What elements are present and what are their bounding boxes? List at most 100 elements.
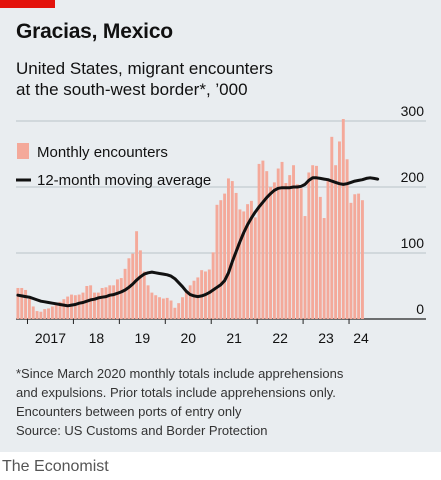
bar — [154, 295, 158, 319]
bar — [150, 292, 154, 319]
bar — [58, 301, 62, 319]
bar — [123, 268, 127, 319]
bar — [322, 218, 326, 319]
moving-average-line — [16, 176, 380, 308]
bar — [265, 171, 269, 319]
legend-label-average: 12-month moving average — [37, 172, 211, 189]
y-tick-label: 100 — [401, 235, 425, 251]
bar — [334, 165, 338, 319]
bar — [100, 287, 104, 319]
bar — [341, 119, 345, 319]
bar — [142, 271, 146, 319]
bar — [234, 192, 238, 319]
bar — [295, 184, 299, 319]
bar — [43, 309, 47, 319]
bar — [73, 295, 77, 319]
x-tick-label: 23 — [318, 330, 334, 346]
bar — [50, 306, 54, 319]
x-tick-label: 2017 — [35, 330, 66, 346]
bar — [158, 297, 162, 319]
bar — [115, 279, 119, 319]
brand-accent-bar — [0, 0, 55, 8]
chart-plot: 0 100 200 300 2017 18 19 20 21 22 23 24 Monthly enco… — [16, 105, 426, 346]
source-line: Source: US Customs and Border Protection — [16, 423, 268, 438]
bar — [215, 204, 219, 319]
bar — [169, 300, 173, 319]
bar — [31, 306, 35, 319]
bar — [257, 163, 261, 319]
bar — [249, 200, 253, 319]
bar — [288, 175, 292, 319]
brand-name: The Economist — [2, 458, 109, 475]
y-tick-label: 300 — [401, 105, 425, 119]
bar — [184, 291, 188, 319]
bar — [357, 193, 361, 319]
bar — [192, 280, 196, 319]
bar — [165, 297, 169, 319]
bar — [70, 294, 73, 319]
chart-card: Gracias, Mexico United States, migrant e… — [0, 0, 441, 452]
bar — [20, 287, 24, 319]
bar — [62, 299, 66, 319]
bar — [261, 160, 265, 319]
bar — [318, 196, 322, 319]
bar — [54, 304, 58, 319]
bar — [89, 285, 93, 319]
x-tick-label: 19 — [135, 330, 151, 346]
chart-notes: *Since March 2020 monthly totals include… — [16, 364, 426, 440]
bar — [196, 277, 200, 319]
bar — [226, 178, 230, 319]
legend-bar-swatch — [17, 143, 29, 159]
bar — [272, 182, 276, 319]
legend-label-monthly: Monthly encounters — [37, 144, 168, 161]
bar — [173, 307, 177, 319]
bar — [276, 168, 280, 319]
bar — [146, 285, 150, 319]
bar — [253, 217, 257, 319]
bar — [177, 303, 181, 319]
x-tick-label: 24 — [353, 330, 369, 346]
bar — [284, 183, 288, 319]
bar — [246, 204, 250, 319]
bar — [230, 181, 234, 319]
bar — [81, 292, 85, 319]
bar — [112, 285, 116, 319]
bar — [211, 252, 215, 319]
bar — [242, 211, 246, 319]
bar — [223, 193, 227, 319]
bar — [307, 172, 311, 319]
bar — [27, 298, 31, 319]
bar — [108, 285, 112, 319]
bar — [349, 202, 353, 319]
bar — [338, 141, 341, 319]
bar — [315, 165, 318, 319]
bar — [299, 188, 303, 319]
chart-subtitle: United States, migrant encounters at the… — [16, 59, 274, 99]
footnote-line-3: Encounters between ports of entry only — [16, 404, 242, 419]
bar — [161, 298, 165, 319]
bar — [35, 311, 39, 319]
bar — [24, 289, 28, 319]
footnote-line-1: *Since March 2020 monthly totals include… — [16, 366, 344, 381]
bar — [292, 165, 295, 319]
bar — [311, 165, 315, 319]
bar — [280, 161, 284, 319]
x-tick-label: 21 — [226, 330, 242, 346]
bar — [345, 159, 349, 319]
x-tick-label: 18 — [89, 330, 105, 346]
bar — [269, 187, 273, 319]
bar — [96, 292, 100, 319]
bar — [219, 200, 223, 319]
y-tick-label: 0 — [416, 301, 424, 317]
bar — [47, 308, 50, 319]
bar — [326, 180, 330, 319]
bar — [77, 294, 81, 319]
bar — [66, 296, 70, 319]
bar — [330, 136, 334, 319]
bar — [93, 292, 96, 319]
bar — [119, 278, 123, 319]
chart-title: Gracias, Mexico — [16, 20, 173, 43]
footnote-line-2: and expulsions. Prior totals include app… — [16, 385, 336, 400]
bar — [39, 311, 43, 319]
bar — [135, 231, 139, 319]
